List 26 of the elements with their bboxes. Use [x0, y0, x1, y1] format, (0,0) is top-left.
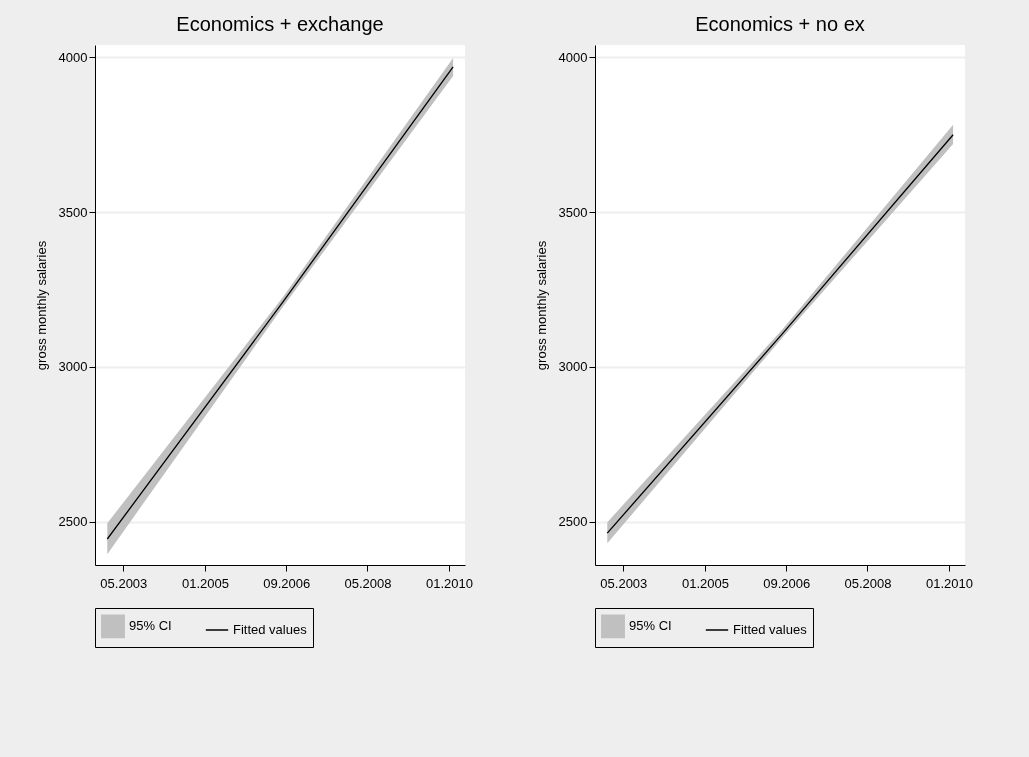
y-tick-label: 2500 — [558, 514, 588, 530]
x-tick-label: 09.2006 — [763, 575, 811, 591]
y-tick-label: 3000 — [58, 359, 88, 375]
chart-title: Economics + exchange — [176, 13, 384, 35]
chart-title: Economics + no ex — [695, 13, 865, 35]
y-axis-title: gross monthly salaries — [33, 240, 49, 371]
x-tick-label: 01.2005 — [681, 575, 729, 591]
y-tick-label: 4000 — [558, 49, 588, 65]
x-tick-label: 01.2010 — [425, 575, 473, 591]
legend-label: Fitted values — [233, 622, 308, 637]
x-tick-label: 01.2005 — [181, 575, 229, 591]
y-tick-label: 2500 — [58, 514, 88, 530]
legend-label: 95% CI — [629, 618, 672, 634]
y-tick-label: 3500 — [558, 204, 588, 220]
x-tick-label: 01.2010 — [925, 575, 973, 591]
y-tick-label: 3000 — [558, 359, 588, 375]
x-tick-label: 05.2008 — [844, 575, 892, 591]
x-tick-label: 09.2006 — [263, 575, 311, 591]
y-tick-label: 4000 — [58, 49, 88, 65]
x-tick-label: 05.2003 — [600, 575, 648, 591]
legend-label: 95% CI — [129, 618, 172, 634]
y-tick-label: 3500 — [58, 204, 88, 220]
x-tick-label: 05.2003 — [100, 575, 148, 591]
x-tick-label: 05.2008 — [344, 575, 392, 591]
y-axis-title: gross monthly salaries — [533, 240, 549, 371]
legend-label: Fitted values — [733, 622, 808, 637]
